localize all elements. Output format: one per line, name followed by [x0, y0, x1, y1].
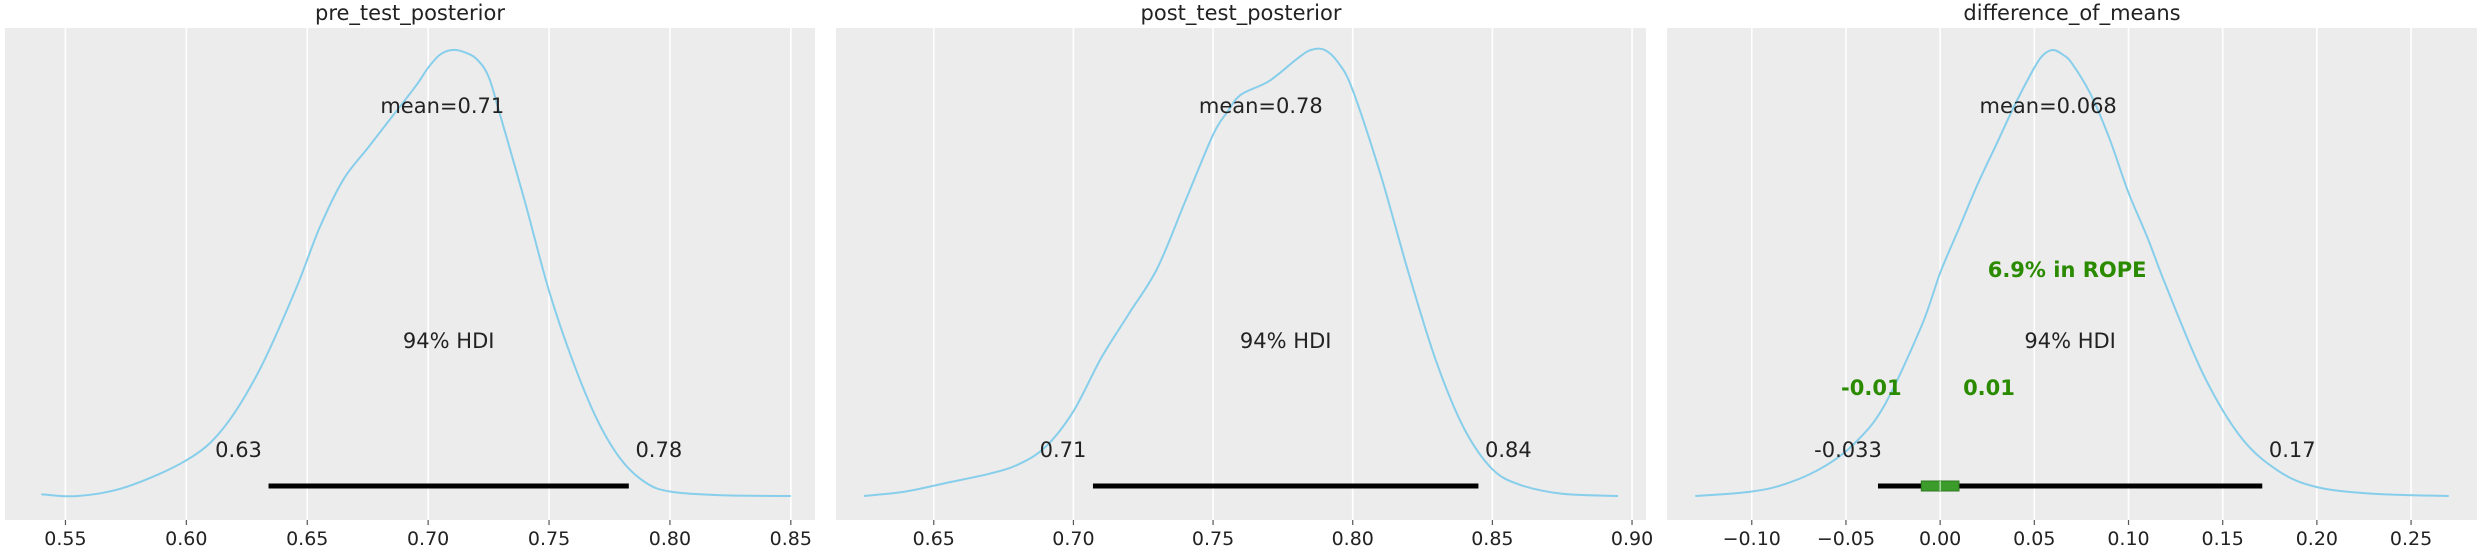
panel-2: 0.65 0.70 0.75 0.80 0.85 0.90 post_test_poster…: [836, 1, 1653, 550]
x-tick-label: 0.70: [1052, 528, 1094, 550]
x-tick-label: 0.60: [165, 528, 207, 550]
density-line: [1695, 48, 2449, 497]
x-tick-label: 0.55: [44, 528, 86, 550]
x-tick-label: 0.20: [2296, 528, 2338, 550]
x-tick-label: −0.05: [1817, 528, 1875, 550]
plot-background: [5, 28, 815, 520]
x-tick-label: 0.25: [2390, 528, 2432, 550]
density-line: [41, 48, 791, 498]
hdi-low-label: -0.033: [1814, 438, 1882, 462]
mean-label: mean=0.78: [1199, 94, 1323, 118]
x-tick-label: 0.10: [2107, 528, 2149, 550]
rope-high-label: 0.01: [1963, 376, 2015, 400]
hdi-high-label: 0.17: [2269, 438, 2316, 462]
x-tick-label: −0.10: [1723, 528, 1781, 550]
x-tick-label: 0.65: [913, 528, 955, 550]
rope-low-label: -0.01: [1841, 376, 1902, 400]
hdi-low-label: 0.63: [215, 438, 262, 462]
hdi-label: 94% HDI: [403, 329, 495, 353]
x-tick-label: 0.65: [286, 528, 328, 550]
x-tick-label: 0.00: [1919, 528, 1961, 550]
mean-label: mean=0.71: [380, 94, 504, 118]
x-tick-label: 0.80: [1332, 528, 1374, 550]
panel-1: 0.55 0.60 0.65 0.70 0.75 0.80 0.85 pre_test_pos…: [5, 1, 815, 550]
hdi-high-label: 0.78: [635, 438, 682, 462]
rope-percent-label: 6.9% in ROPE: [1988, 258, 2147, 282]
x-tick-label: 0.90: [1611, 528, 1653, 550]
mean-label: mean=0.068: [1980, 94, 2117, 118]
plot-background: [836, 28, 1646, 520]
panel-title: pre_test_posterior: [315, 1, 505, 26]
x-tick-label: 0.70: [407, 528, 449, 550]
density-line: [863, 47, 1619, 497]
x-tick-label: 0.85: [1471, 528, 1513, 550]
hdi-label: 94% HDI: [2024, 329, 2116, 353]
hdi-high-label: 0.84: [1485, 438, 1532, 462]
x-tick-label: 0.05: [2013, 528, 2055, 550]
panel-title: difference_of_means: [1963, 1, 2180, 26]
hdi-label: 94% HDI: [1240, 329, 1332, 353]
x-tick-label: 0.80: [649, 528, 691, 550]
x-tick-label: 0.85: [770, 528, 812, 550]
x-tick-label: 0.75: [528, 528, 570, 550]
plot-background: [1667, 28, 2477, 520]
x-tick-label: 0.75: [1192, 528, 1234, 550]
x-tick-label: 0.15: [2202, 528, 2244, 550]
panel-title: post_test_posterior: [1141, 1, 1342, 26]
panel-3: −0.10 −0.05 0.00 0.05 0.10 0.15 0.20 0.25 differ…: [1667, 1, 2477, 550]
hdi-low-label: 0.71: [1040, 438, 1087, 462]
